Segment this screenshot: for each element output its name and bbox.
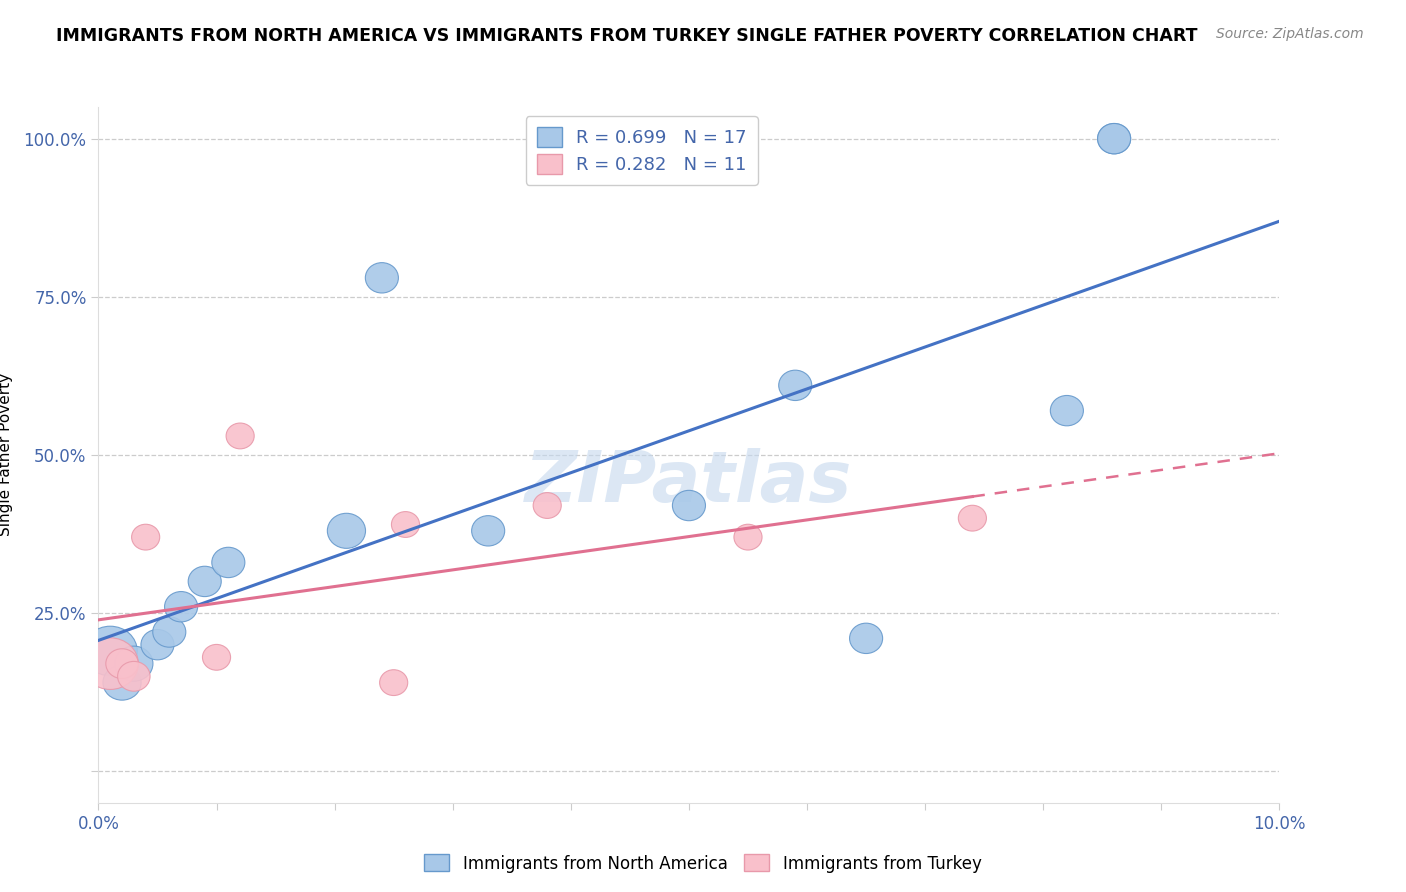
Ellipse shape [115,646,153,681]
Ellipse shape [82,638,138,690]
Ellipse shape [391,512,419,537]
Legend: Immigrants from North America, Immigrants from Turkey: Immigrants from North America, Immigrant… [418,847,988,880]
Ellipse shape [141,630,174,660]
Ellipse shape [328,513,366,549]
Ellipse shape [118,661,150,691]
Ellipse shape [366,262,398,293]
Ellipse shape [849,624,883,654]
Ellipse shape [132,524,160,550]
Ellipse shape [105,648,138,679]
Ellipse shape [959,505,987,531]
Legend: R = 0.699   N = 17, R = 0.282   N = 11: R = 0.699 N = 17, R = 0.282 N = 11 [526,116,758,185]
Ellipse shape [672,491,706,521]
Ellipse shape [202,644,231,670]
Ellipse shape [188,566,221,597]
Ellipse shape [533,492,561,518]
Ellipse shape [1098,123,1130,153]
Ellipse shape [1050,395,1084,425]
Ellipse shape [103,665,141,700]
Y-axis label: Single Father Poverty: Single Father Poverty [0,374,13,536]
Ellipse shape [380,670,408,696]
Ellipse shape [734,524,762,550]
Text: Source: ZipAtlas.com: Source: ZipAtlas.com [1216,27,1364,41]
Ellipse shape [1098,123,1130,153]
Ellipse shape [226,423,254,449]
Ellipse shape [165,591,198,622]
Ellipse shape [83,626,138,676]
Text: ZIPatlas: ZIPatlas [526,449,852,517]
Ellipse shape [471,516,505,546]
Text: IMMIGRANTS FROM NORTH AMERICA VS IMMIGRANTS FROM TURKEY SINGLE FATHER POVERTY CO: IMMIGRANTS FROM NORTH AMERICA VS IMMIGRA… [56,27,1198,45]
Ellipse shape [153,617,186,648]
Ellipse shape [212,548,245,578]
Ellipse shape [779,370,811,401]
